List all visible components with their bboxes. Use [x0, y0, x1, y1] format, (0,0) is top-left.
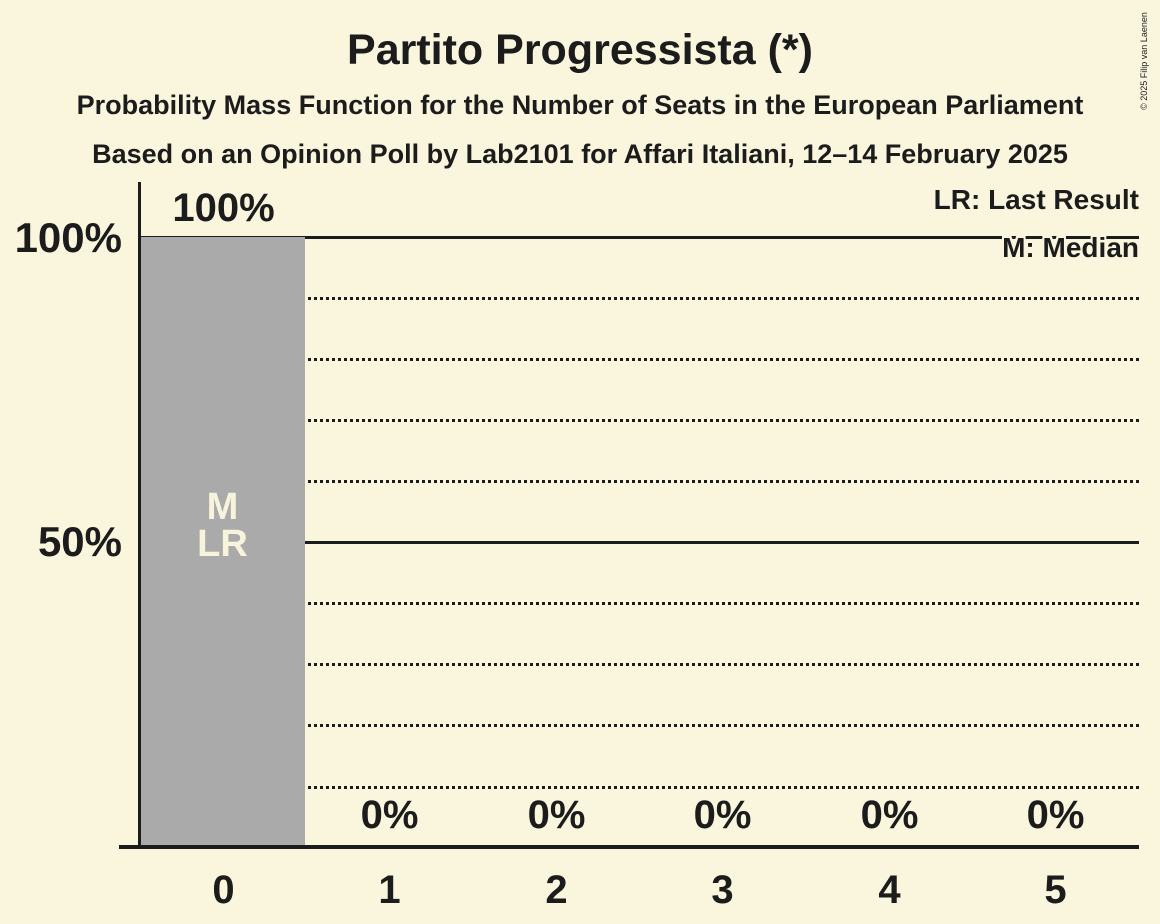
- value-label-2: 0%: [527, 793, 586, 837]
- x-tick-3: 3: [711, 868, 734, 912]
- gridline-40pct: [140, 602, 1139, 605]
- chart-title: Partito Progressista (*): [347, 26, 813, 74]
- gridline-60pct: [140, 480, 1139, 483]
- x-axis: [119, 845, 1139, 849]
- x-tick-5: 5: [1044, 868, 1067, 912]
- value-label-3: 0%: [693, 793, 752, 837]
- gridline-70pct: [140, 419, 1139, 422]
- median-marker-label: M: [206, 486, 239, 528]
- chart-source-line: Based on an Opinion Poll by Lab2101 for …: [92, 139, 1068, 169]
- value-label-4: 0%: [860, 793, 919, 837]
- gridline-50pct: [140, 541, 1139, 544]
- x-tick-0: 0: [212, 868, 235, 912]
- y-axis: [138, 182, 141, 849]
- last-result-marker-label: LR: [197, 523, 248, 565]
- bar-annotation-median-lastresult: M LR: [140, 486, 305, 565]
- x-tick-1: 1: [378, 868, 401, 912]
- x-tick-4: 4: [878, 868, 901, 912]
- gridline-30pct: [140, 663, 1139, 666]
- gridline-100pct: [140, 236, 1139, 239]
- chart-subtitle: Probability Mass Function for the Number…: [76, 90, 1084, 120]
- gridline-90pct: [140, 297, 1139, 300]
- copyright-notice: © 2025 Filip van Laenen: [1139, 12, 1149, 110]
- value-label-1: 0%: [360, 793, 419, 837]
- bar-seats-0: [140, 237, 305, 848]
- y-tick-50: 50%: [37, 518, 122, 565]
- gridline-20pct: [140, 724, 1139, 727]
- gridline-80pct: [140, 358, 1139, 361]
- y-tick-100: 100%: [14, 214, 122, 261]
- legend-last-result: LR: Last Result: [933, 184, 1139, 215]
- value-label-5: 0%: [1026, 793, 1085, 837]
- x-tick-2: 2: [545, 868, 568, 912]
- value-label-0: 100%: [172, 186, 275, 230]
- legend-median: M: Median: [1002, 232, 1139, 263]
- gridline-10pct: [140, 786, 1139, 789]
